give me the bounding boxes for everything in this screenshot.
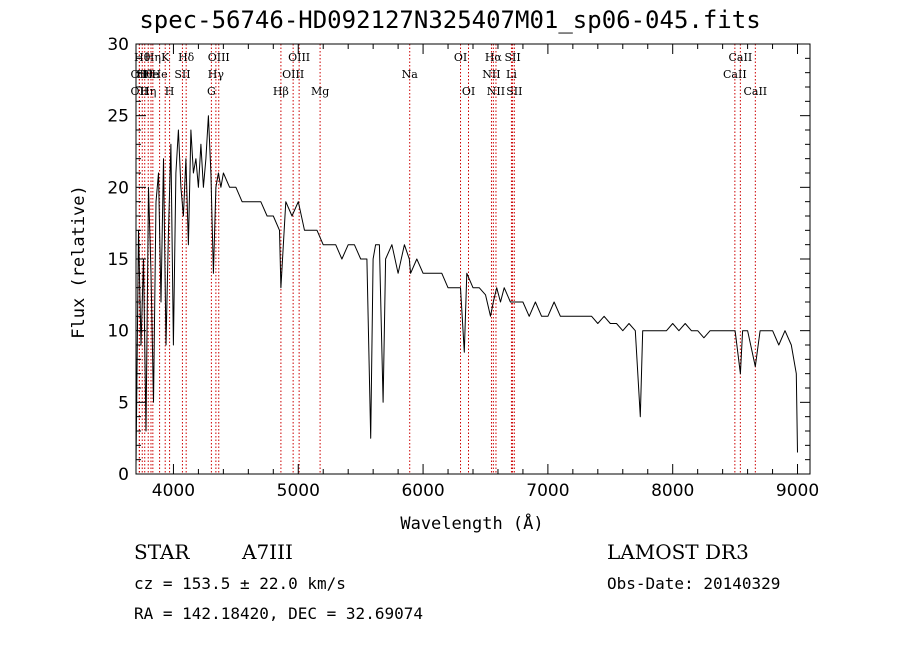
x-tick-label: 7000 <box>526 481 569 501</box>
line-marker-label: OIII <box>208 51 230 64</box>
line-marker-label: NII <box>482 68 500 81</box>
axis-ticks: 4000 5000 6000 7000 8000 9000 0 5 10 15 20 25 30 <box>107 35 819 501</box>
line-marker-label: Hη <box>145 51 161 64</box>
line-marker-label: NII <box>487 85 505 98</box>
y-tick-label: 20 <box>107 178 129 198</box>
line-marker-label: SII <box>506 85 522 98</box>
y-tick-label: 30 <box>107 35 129 55</box>
redshift-text: cz = 153.5 ± 22.0 km/s <box>134 574 346 593</box>
line-marker-label: OII <box>131 68 149 81</box>
x-tick-label: 8000 <box>651 481 694 501</box>
line-marker-label: G <box>207 85 216 98</box>
line-marker-label: Hθ <box>134 51 151 64</box>
line-marker-label: Hη <box>140 85 156 98</box>
line-marker-label: Li <box>506 68 517 81</box>
survey-name: LAMOST DR3 <box>607 540 749 564</box>
line-marker-label: SII <box>504 51 520 64</box>
line-marker-label: OIII <box>282 68 304 81</box>
line-marker-label: CaII <box>723 68 747 81</box>
line-marker-label: Hδ <box>178 51 195 64</box>
line-marker-label: Hθ <box>137 68 154 81</box>
line-marker-label: Hβ <box>273 85 289 98</box>
x-tick-label: 5000 <box>277 481 320 501</box>
x-axis-label: Wavelength (Å) <box>400 512 543 534</box>
line-marker-label: Hγ <box>208 68 225 81</box>
line-markers <box>138 44 756 474</box>
y-tick-label: 0 <box>118 465 129 485</box>
line-marker-label: CaII <box>729 51 753 64</box>
y-tick-label: 15 <box>107 250 129 270</box>
line-marker-label: OI <box>454 51 467 64</box>
line-marker-label: He <box>143 68 159 81</box>
x-tick-label: 6000 <box>401 481 444 501</box>
line-marker-label: CaII <box>743 85 767 98</box>
y-axis-label: Flux (relative) <box>69 185 89 339</box>
line-marker-label: H <box>165 85 175 98</box>
obs-date-text: Obs-Date: 20140329 <box>607 574 781 593</box>
x-tick-label: 4000 <box>152 481 195 501</box>
x-tick-label: 9000 <box>776 481 819 501</box>
spectrum-line <box>135 115 798 467</box>
coordinates-text: RA = 142.18420, DEC = 32.69074 <box>134 604 423 623</box>
line-marker-label: OII <box>131 85 149 98</box>
line-marker-label: K <box>161 51 170 64</box>
chart-title: spec-56746-HD092127N325407M01_sp06-045.f… <box>139 6 761 34</box>
plot-frame <box>135 43 811 475</box>
line-marker-label: He <box>152 68 168 81</box>
line-marker-label: Na <box>402 68 419 81</box>
line-marker-label: OIII <box>288 51 310 64</box>
line-marker-labels: OIIOIIHθHθHηHeHηHeKHSIIHδGHγOIIIHβOIIIOI… <box>131 51 768 98</box>
object-subclass: A7III <box>242 540 293 564</box>
line-marker-label: SII <box>174 68 190 81</box>
y-tick-label: 10 <box>107 322 129 342</box>
object-class: STAR <box>134 540 190 564</box>
y-tick-label: 25 <box>107 107 129 127</box>
spectrum-series <box>135 115 798 467</box>
spectrum-chart: OIIOIIHθHθHηHeHηHeKHSIIHδGHγOIIIHβOIIIOI… <box>69 35 819 534</box>
line-marker-label: OI <box>462 85 475 98</box>
line-marker-label: Hα <box>485 51 503 64</box>
axes <box>135 43 811 475</box>
line-marker-label: Mg <box>311 85 329 98</box>
y-tick-label: 5 <box>118 393 129 413</box>
